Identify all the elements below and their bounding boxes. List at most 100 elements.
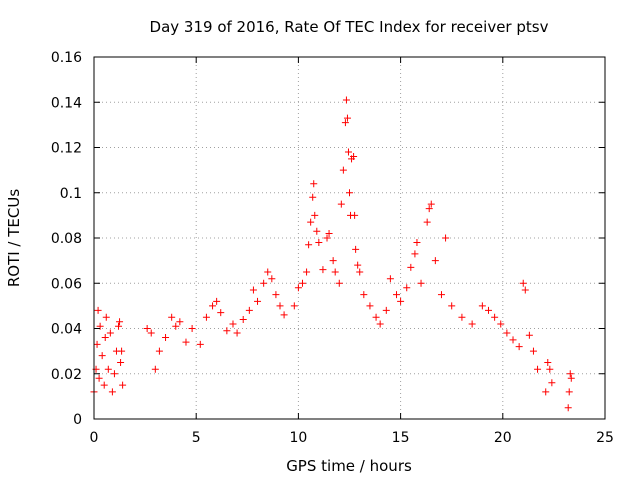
data-point — [344, 148, 352, 156]
data-point — [411, 250, 419, 258]
data-point — [335, 279, 343, 287]
data-point — [484, 306, 492, 314]
data-point — [151, 365, 159, 373]
data-point — [268, 275, 276, 283]
data-point — [298, 279, 306, 287]
data-point — [172, 322, 180, 330]
data-point — [119, 381, 127, 389]
data-point — [427, 200, 435, 208]
y-tick-label: 0.08 — [51, 231, 82, 247]
data-point — [346, 189, 353, 197]
data-point — [546, 365, 554, 373]
data-point — [239, 315, 247, 323]
data-point — [351, 211, 359, 219]
x-tick-label: 0 — [90, 430, 99, 446]
data-point — [325, 229, 333, 237]
data-point — [260, 279, 268, 287]
data-point — [423, 218, 431, 226]
data-point — [360, 291, 368, 299]
data-point — [403, 284, 411, 292]
data-point — [305, 241, 313, 249]
data-point — [382, 306, 390, 314]
data-point — [548, 379, 556, 387]
data-point — [337, 200, 345, 208]
y-tick-label: 0.1 — [60, 186, 82, 202]
y-tick-label: 0 — [73, 412, 82, 428]
data-point — [521, 286, 529, 294]
data-point — [188, 325, 196, 332]
data-point — [519, 279, 527, 287]
data-point — [106, 329, 114, 337]
data-point — [372, 313, 380, 321]
data-point — [117, 358, 125, 366]
y-tick-label: 0.06 — [51, 276, 82, 292]
data-point — [276, 302, 284, 310]
data-point — [118, 347, 126, 355]
data-point — [425, 205, 433, 213]
x-tick-label: 20 — [494, 430, 512, 446]
data-point — [272, 291, 280, 299]
data-point — [249, 286, 257, 294]
data-point — [96, 322, 104, 330]
data-point — [303, 268, 311, 276]
chart-title: Day 319 of 2016, Rate Of TEC Index for r… — [150, 18, 549, 36]
data-point — [155, 347, 163, 355]
y-tick-labels: 0 0.02 0.04 0.06 0.08 0.1 0.12 0.14 0.16 — [51, 50, 82, 428]
data-point — [331, 268, 339, 276]
data-point — [442, 234, 450, 242]
data-point — [352, 245, 360, 253]
data-point — [341, 119, 349, 127]
data-point — [397, 297, 405, 305]
data-point — [319, 266, 327, 274]
data-points — [90, 96, 575, 412]
y-tick-label: 0.14 — [51, 95, 82, 111]
data-point — [102, 313, 110, 321]
data-point — [339, 166, 347, 174]
data-point — [313, 227, 321, 235]
data-point — [315, 239, 323, 247]
x-tick-label: 15 — [392, 430, 410, 446]
data-point — [515, 343, 523, 351]
y-tick-label: 0.12 — [51, 141, 82, 157]
data-point — [329, 257, 337, 265]
data-point — [478, 302, 486, 310]
data-point — [437, 291, 445, 299]
data-point — [307, 218, 315, 226]
data-point — [311, 211, 319, 219]
data-point — [565, 388, 573, 396]
data-point — [566, 370, 574, 378]
data-point — [264, 268, 272, 276]
data-point — [98, 352, 106, 360]
x-tick-label: 10 — [289, 430, 307, 446]
x-tick-labels: 0 5 10 15 20 25 — [90, 430, 614, 446]
data-point — [168, 313, 176, 321]
data-point — [108, 388, 116, 396]
data-point — [356, 268, 364, 276]
data-point — [290, 302, 298, 310]
data-point — [209, 302, 217, 310]
data-point — [413, 239, 421, 247]
ticks — [93, 56, 606, 420]
data-point — [196, 340, 204, 348]
data-point — [309, 193, 317, 201]
data-point — [417, 279, 425, 287]
data-point — [147, 329, 155, 337]
data-point — [223, 327, 231, 335]
data-point — [525, 331, 533, 339]
data-point — [217, 309, 225, 317]
data-point — [323, 234, 331, 242]
data-point — [503, 329, 511, 337]
x-tick-label: 5 — [192, 430, 201, 446]
data-point — [254, 297, 262, 305]
data-point — [176, 318, 184, 326]
data-point — [458, 313, 466, 321]
data-point — [115, 322, 123, 330]
data-point — [213, 297, 221, 305]
data-point — [431, 257, 439, 265]
data-point — [93, 340, 101, 348]
data-point — [567, 374, 575, 382]
data-point — [100, 381, 108, 389]
data-point — [529, 347, 537, 355]
